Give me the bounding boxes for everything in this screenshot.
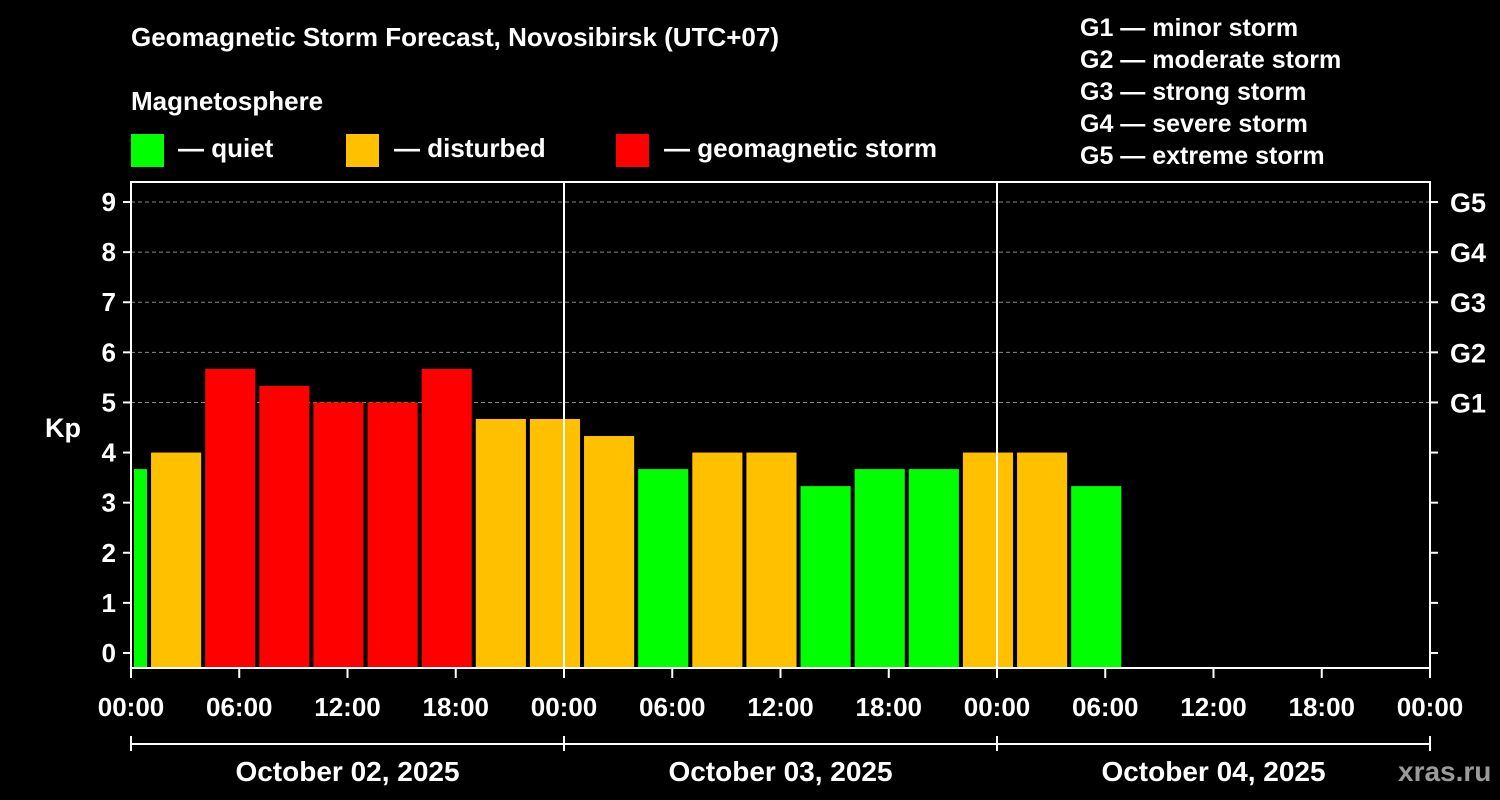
legend-swatch-storm — [616, 134, 649, 167]
x-tick-label: 06:00 — [1072, 692, 1139, 722]
kp-bar — [1017, 452, 1068, 668]
x-tick-label: 12:00 — [747, 692, 814, 722]
grid-lines — [131, 201, 1430, 403]
y-tick-label: 8 — [102, 237, 116, 267]
chart-title: Geomagnetic Storm Forecast, Novosibirsk … — [131, 22, 780, 52]
x-tick-label: 06:00 — [206, 692, 273, 722]
right-axis-label-g1: G1 — [1450, 388, 1486, 418]
y-tick-label: 7 — [102, 287, 116, 317]
y-tick-label: 1 — [102, 588, 116, 618]
kp-bar — [421, 368, 472, 668]
x-tick-label: 06:00 — [639, 692, 706, 722]
right-axis-label-g3: G3 — [1450, 288, 1486, 318]
kp-bar — [854, 469, 905, 668]
x-tick-label: 12:00 — [1180, 692, 1247, 722]
x-tick-label: 18:00 — [423, 692, 490, 722]
legend-title: Magnetosphere — [131, 86, 324, 116]
y-tick-label: 5 — [102, 387, 116, 417]
x-tick-label: 00:00 — [1397, 692, 1464, 722]
x-tick-label: 18:00 — [856, 692, 923, 722]
bar-series — [134, 368, 1122, 668]
kp-bar — [584, 436, 635, 668]
y-tick-label: 2 — [102, 538, 116, 568]
storm-scale-g2: G2 — moderate storm — [1080, 46, 1342, 74]
kp-bar — [134, 469, 148, 668]
storm-scale-g5: G5 — extreme storm — [1080, 142, 1325, 170]
storm-scale-g3: G3 — strong storm — [1080, 78, 1307, 106]
kp-bar — [529, 418, 581, 668]
watermark: xras.ru — [1398, 756, 1492, 787]
legend-label-quiet: — quiet — [178, 133, 274, 163]
kp-bar — [313, 402, 364, 668]
day-label: October 02, 2025 — [235, 756, 459, 787]
day-label: October 03, 2025 — [668, 756, 892, 787]
kp-bar — [800, 486, 851, 668]
right-axis-label-g5: G5 — [1450, 188, 1486, 218]
kp-bar — [746, 452, 797, 668]
kp-bar — [367, 402, 418, 668]
legend-label-storm: — geomagnetic storm — [664, 133, 938, 163]
kp-bar — [475, 418, 526, 668]
legend-swatch-disturbed — [346, 134, 379, 167]
x-tick-label: 00:00 — [98, 692, 165, 722]
axes: G1 G2 G3 G4 G5 0 1 2 3 4 5 6 7 8 9 00:00 06:00 12:00 18:00… — [98, 187, 1486, 787]
x-tick-label: 00:00 — [531, 692, 598, 722]
y-axis-label: Kp — [45, 413, 81, 443]
kp-bar — [259, 385, 310, 668]
kp-bar — [962, 452, 1014, 668]
kp-bar — [205, 368, 256, 668]
legend-swatch-quiet — [131, 134, 164, 167]
right-axis-label-g4: G4 — [1450, 238, 1486, 268]
right-axis-label-g2: G2 — [1450, 338, 1486, 368]
x-tick-label: 12:00 — [314, 692, 381, 722]
x-tick-label: 18:00 — [1289, 692, 1356, 722]
storm-scale-g4: G4 — severe storm — [1080, 110, 1308, 138]
kp-bar — [692, 452, 743, 668]
kp-bar — [151, 452, 202, 668]
y-tick-label: 4 — [102, 438, 117, 468]
legend-label-disturbed: — disturbed — [394, 133, 546, 163]
day-label: October 04, 2025 — [1101, 756, 1325, 787]
kp-bar — [908, 469, 959, 668]
y-tick-label: 0 — [102, 638, 116, 668]
day-separators — [563, 182, 998, 668]
kp-bar — [638, 469, 689, 668]
y-tick-label: 6 — [102, 337, 116, 367]
x-tick-label: 00:00 — [964, 692, 1031, 722]
storm-scale-g1: G1 — minor storm — [1080, 14, 1299, 42]
y-tick-label: 9 — [102, 187, 116, 217]
y-tick-label: 3 — [102, 488, 116, 518]
kp-bar — [1071, 486, 1122, 668]
